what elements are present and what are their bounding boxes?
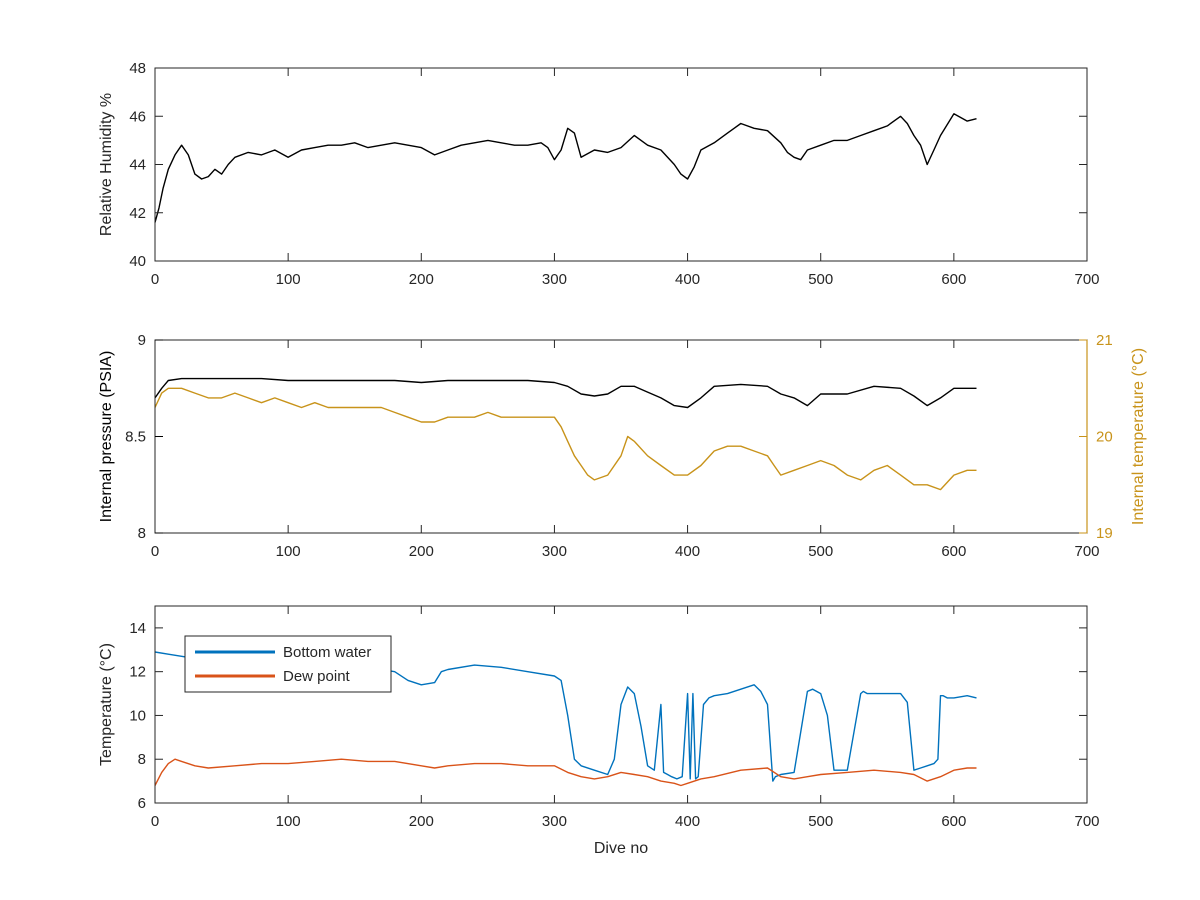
x-tick-label: 600 (941, 271, 966, 288)
x-tick-label: 400 (675, 813, 700, 830)
subplot-3: 0 100 200 300 400 500 600 700 6 8 10 12 14 Temperatur… (98, 605, 1100, 857)
y-tick-label: 40 (129, 253, 146, 270)
y-axis-label: Relative Humidity % (98, 93, 115, 236)
plot-area-box (154, 339, 1088, 534)
x-tick-label: 300 (542, 543, 567, 560)
series-line-dew-point (154, 758, 977, 787)
x-tick-label: 200 (409, 813, 434, 830)
x-tick-label: 300 (542, 271, 567, 288)
right-y-tick-label: 20 (1096, 429, 1113, 446)
x-tick-label: 600 (941, 813, 966, 830)
y-axis-label: Internal pressure (PSIA) (98, 351, 115, 523)
y-tick-label: 12 (129, 664, 146, 681)
x-tick-label: 200 (409, 543, 434, 560)
subplot-2: 0 100 200 300 400 500 600 700 8 8.5 9 19 20 21 Interna… (98, 332, 1147, 560)
x-tick-label: 700 (1074, 271, 1099, 288)
y-tick-label: 14 (129, 620, 146, 637)
x-tick-label: 700 (1074, 813, 1099, 830)
y-tick-label: 46 (129, 108, 146, 125)
plot-area-box (154, 605, 1088, 804)
y-tick-label: 9 (138, 332, 146, 349)
y-tick-label: 8 (138, 751, 146, 768)
x-tick-label: 500 (808, 271, 833, 288)
x-tick-label: 100 (276, 813, 301, 830)
y-tick-label: 6 (138, 795, 146, 812)
x-tick-label: 600 (941, 543, 966, 560)
legend-label: Dew point (283, 668, 351, 685)
plot-area-box (154, 67, 1088, 262)
right-y-tick-label: 19 (1096, 525, 1113, 542)
x-tick-label: 0 (151, 543, 159, 560)
x-tick-label: 0 (151, 271, 159, 288)
x-tick-label: 300 (542, 813, 567, 830)
y-tick-label: 44 (129, 157, 146, 174)
x-tick-label: 500 (808, 543, 833, 560)
y-tick-label: 10 (129, 707, 146, 724)
right-y-tick-label: 21 (1096, 332, 1113, 349)
series-line-series-1 (154, 377, 977, 409)
y-tick-label: 42 (129, 205, 146, 222)
right-y-axis-label: Internal temperature (°C) (1130, 348, 1147, 525)
legend-label: Bottom water (283, 644, 371, 661)
series-line-series-2 (154, 387, 977, 491)
x-tick-label: 0 (151, 813, 159, 830)
series-line-bottom-water (154, 651, 977, 782)
x-tick-label: 200 (409, 271, 434, 288)
subplot-1: 0 100 200 300 400 500 600 700 40 42 44 46 48 Relative… (98, 60, 1100, 288)
y-tick-label: 8 (138, 525, 146, 542)
legend: Bottom water Dew point (184, 635, 392, 693)
legend-box (184, 635, 392, 693)
x-tick-label: 500 (808, 813, 833, 830)
x-tick-label: 400 (675, 271, 700, 288)
x-axis-label: Dive no (594, 840, 648, 857)
x-tick-label: 100 (276, 543, 301, 560)
y-axis-label: Temperature (°C) (98, 643, 115, 766)
y-tick-label: 48 (129, 60, 146, 77)
x-tick-label: 100 (276, 271, 301, 288)
series-line-series-1 (154, 113, 977, 223)
x-tick-label: 700 (1074, 543, 1099, 560)
y-tick-label: 8.5 (125, 429, 146, 446)
x-tick-label: 400 (675, 543, 700, 560)
